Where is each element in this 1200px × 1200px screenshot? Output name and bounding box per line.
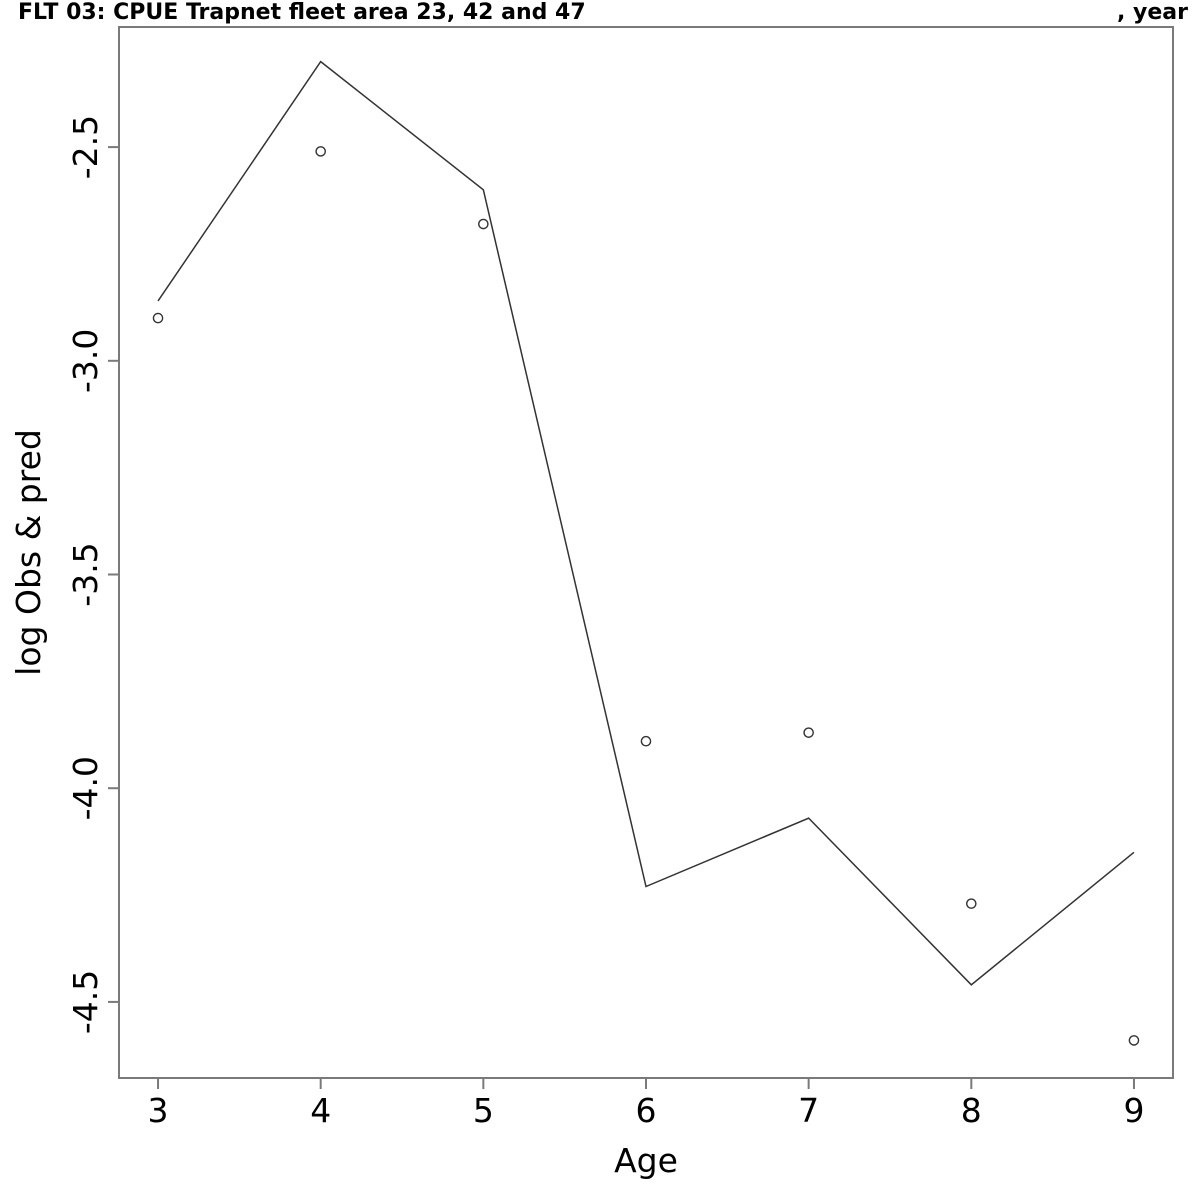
- x-axis: 3 4 5 6 7 8 9: [148, 1078, 1144, 1130]
- x-tick-label: 8: [961, 1091, 982, 1130]
- x-tick-label: 9: [1123, 1091, 1144, 1130]
- observed-point-marker: [966, 898, 977, 909]
- observed-point-marker: [640, 735, 652, 747]
- plot-box-border: [118, 26, 1174, 1079]
- y-tick-label: -4.5: [66, 970, 105, 1034]
- x-tick-label: 3: [148, 1091, 169, 1130]
- plot-title-right-annotation: , year: [1117, 0, 1188, 25]
- y-tick-label: -3.0: [66, 329, 105, 393]
- observed-point-marker: [152, 312, 164, 324]
- y-axis-title: log Obs & pred: [9, 429, 48, 676]
- x-tick-label: 5: [473, 1091, 494, 1130]
- observed-point-marker: [478, 218, 489, 230]
- observed-series-points: [152, 146, 1140, 1046]
- predicted-series-line: [157, 60, 1135, 986]
- observed-point-marker: [315, 146, 326, 157]
- y-axis: -2.5 -3.0 -3.5 -4.0 -4.5: [66, 115, 119, 1034]
- observed-point-marker: [1128, 1035, 1140, 1046]
- x-tick-label: 6: [636, 1091, 657, 1130]
- x-tick-label: 4: [310, 1091, 331, 1130]
- y-tick-label: -4.0: [66, 756, 105, 820]
- x-tick-label: 7: [798, 1091, 819, 1130]
- y-tick-label: -2.5: [66, 115, 105, 179]
- observed-point-marker: [803, 727, 814, 738]
- y-tick-label: -3.5: [66, 542, 105, 606]
- plot-title: FLT 03: CPUE Trapnet fleet area 23, 42 a…: [18, 0, 586, 25]
- x-axis-title: Age: [614, 1141, 678, 1180]
